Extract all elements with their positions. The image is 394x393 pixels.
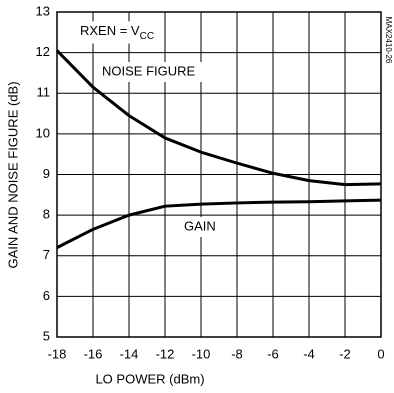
plot-frame [56, 11, 382, 338]
y-tick-label: 12 [36, 44, 50, 59]
y-tick-label: 13 [36, 3, 50, 18]
x-tick-label: -6 [267, 346, 279, 361]
x-tick-label: -8 [231, 346, 243, 361]
x-tick-label: 0 [377, 346, 384, 361]
annotation-text: RXEN = V [80, 23, 140, 38]
label-bg [76, 21, 159, 44]
x-tick-label: -16 [84, 346, 103, 361]
x-tick-label: -2 [339, 346, 351, 361]
y-tick-label: 8 [43, 207, 50, 222]
annotation-subscript: CC [140, 31, 154, 42]
series-label: GAIN [184, 218, 216, 233]
x-tick-label: -14 [120, 346, 139, 361]
series-line [55, 49, 382, 187]
y-tick-label: 9 [43, 166, 50, 181]
annotation: RXEN = VCC [80, 23, 154, 41]
label-bg [96, 62, 226, 82]
figure-id: MAX2410-26 [384, 17, 393, 64]
label-bg [178, 217, 224, 237]
y-axis-label: GAIN AND NOISE FIGURE (dB) [5, 81, 20, 268]
y-tick-label: 6 [43, 288, 50, 303]
series-label: NOISE FIGURE [102, 63, 196, 78]
x-tick-label: -12 [156, 346, 175, 361]
y-tick-label: 7 [43, 247, 50, 262]
y-tick-label: 10 [36, 125, 50, 140]
y-tick-label: 5 [43, 328, 50, 343]
x-tick-label: -4 [303, 346, 315, 361]
x-tick-label: -18 [48, 346, 67, 361]
y-tick-label: 11 [37, 85, 51, 100]
x-axis-label: LO POWER (dBm) [95, 371, 204, 386]
x-tick-label: -10 [192, 346, 211, 361]
series-line [56, 198, 382, 249]
